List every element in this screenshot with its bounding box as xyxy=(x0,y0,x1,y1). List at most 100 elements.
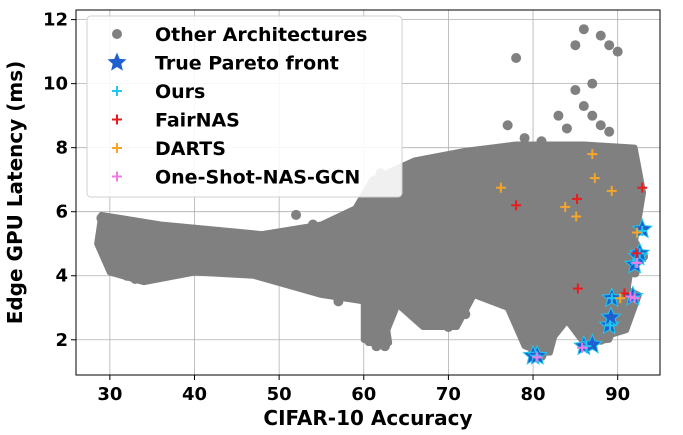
other-architectures-point xyxy=(426,181,437,192)
other-architectures-point xyxy=(460,181,471,192)
other-architectures-point xyxy=(519,133,530,144)
other-architectures-point xyxy=(426,222,437,233)
data-points xyxy=(96,24,653,365)
other-architectures-point xyxy=(460,309,471,320)
y-tick-label: 4 xyxy=(55,266,68,287)
other-architectures-point xyxy=(578,302,589,313)
legend-box xyxy=(86,15,403,198)
other-architectures-point xyxy=(384,251,395,262)
other-architectures-point xyxy=(401,277,412,288)
legend-marker-darts xyxy=(112,143,122,153)
other-architectures-point xyxy=(121,270,132,281)
other-architectures-point xyxy=(401,165,412,176)
legend-marker-one-shot-nas-gcn xyxy=(112,171,122,182)
other-architectures-point xyxy=(130,273,141,284)
other-architectures-point xyxy=(418,206,429,217)
ours-point xyxy=(606,293,617,304)
x-tick-label: 70 xyxy=(436,384,461,405)
legend-label-fairnas: FairNAS xyxy=(155,110,240,132)
legend-marker-fairnas xyxy=(112,114,122,125)
other-architectures-point xyxy=(468,277,479,288)
other-architectures-point xyxy=(367,321,378,332)
fairnas-point xyxy=(572,193,583,204)
other-architectures-point xyxy=(231,251,242,262)
other-architectures-point xyxy=(578,101,589,112)
other-architectures-point xyxy=(265,232,276,243)
darts-point xyxy=(495,182,506,193)
other-architectures-point xyxy=(561,283,572,294)
other-architectures-point xyxy=(570,293,581,304)
other-architectures-point xyxy=(468,171,479,182)
other-architectures-point xyxy=(494,273,505,284)
other-architectures-point xyxy=(291,209,302,220)
other-architectures-point xyxy=(612,174,623,185)
other-architectures-point xyxy=(553,289,564,300)
x-tick-label: 60 xyxy=(351,384,376,405)
other-architectures-point xyxy=(100,229,111,240)
other-architectures-point xyxy=(460,245,471,256)
other-architectures-point xyxy=(536,328,547,339)
other-architectures-point xyxy=(434,318,445,329)
other-architectures-point xyxy=(570,152,581,163)
other-architectures-point xyxy=(612,46,623,57)
other-architectures-point xyxy=(181,257,192,268)
other-architectures-point xyxy=(443,254,454,265)
other-architectures-point xyxy=(595,120,606,131)
other-architectures-point xyxy=(511,238,522,249)
other-architectures-point xyxy=(164,241,175,252)
other-architectures-point xyxy=(629,238,640,249)
other-architectures-point xyxy=(434,193,445,204)
other-architectures-point xyxy=(621,232,632,243)
other-architectures-point xyxy=(316,235,327,246)
darts-point xyxy=(587,149,598,160)
other-architectures-point xyxy=(350,280,361,291)
other-architectures-point xyxy=(612,261,623,272)
other-architectures-point xyxy=(96,213,107,224)
other-architectures-point xyxy=(477,251,488,262)
other-architectures-point xyxy=(443,321,454,332)
other-architectures-point xyxy=(595,171,606,182)
other-architectures-point xyxy=(519,302,530,313)
other-architectures-point xyxy=(561,123,572,134)
other-architectures-point xyxy=(477,289,488,300)
x-tick-label: 80 xyxy=(521,384,546,405)
other-architectures-point xyxy=(536,225,547,236)
other-architectures-point xyxy=(578,168,589,179)
other-architectures-point xyxy=(307,219,318,230)
legend-label-ours: Ours xyxy=(155,81,205,103)
other-architectures-point xyxy=(604,40,615,51)
darts-point xyxy=(571,211,582,222)
legend-label-true-pareto-front: True Pareto front xyxy=(155,53,339,75)
other-architectures-point xyxy=(451,264,462,275)
other-architectures-point xyxy=(274,245,285,256)
other-architectures-point xyxy=(409,270,420,281)
other-architectures-point xyxy=(494,213,505,224)
other-architectures-point xyxy=(536,155,547,166)
other-architectures-point xyxy=(121,261,132,272)
other-architectures-point xyxy=(341,273,352,284)
other-architectures-point xyxy=(223,257,234,268)
other-architectures-point xyxy=(379,341,390,352)
ours-point xyxy=(637,225,648,236)
other-architectures-point xyxy=(113,251,124,262)
other-architectures-point xyxy=(109,241,120,252)
other-architectures-point xyxy=(553,149,564,160)
one-shot-nas-gcn-point xyxy=(532,352,543,363)
other-architectures-point xyxy=(528,145,539,156)
x-tick-label: 50 xyxy=(267,384,292,405)
plot-frame xyxy=(75,9,661,376)
legend-marker-true-pareto-front xyxy=(107,52,127,71)
other-architectures-point xyxy=(553,187,564,198)
darts-point xyxy=(560,201,571,212)
y-axis-ticks: 2 4 6 8 10 12 xyxy=(43,10,76,351)
darts-point xyxy=(589,173,600,184)
other-architectures-point xyxy=(621,302,632,313)
other-architectures-point xyxy=(621,200,632,211)
one-shot-nas-gcn-point xyxy=(577,342,588,353)
other-architectures-point xyxy=(544,142,555,153)
fairnas-point xyxy=(572,283,583,294)
other-architectures-point xyxy=(519,277,530,288)
other-architectures-point xyxy=(282,229,293,240)
fairnas-point xyxy=(631,248,642,259)
other-architectures-point xyxy=(324,277,335,288)
